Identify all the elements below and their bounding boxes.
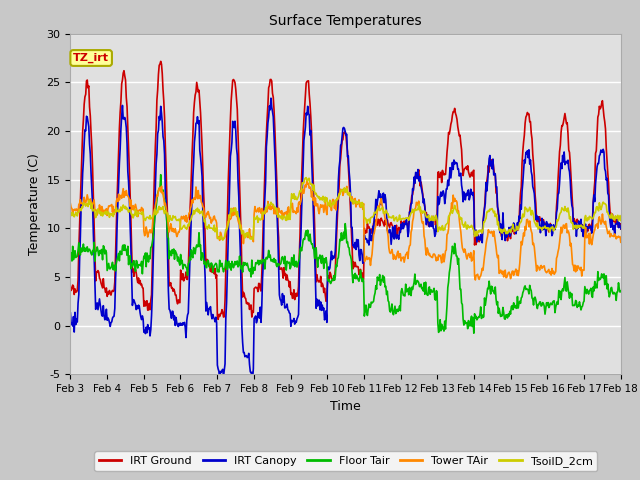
Text: TZ_irt: TZ_irt — [73, 53, 109, 63]
Legend: IRT Ground, IRT Canopy, Floor Tair, Tower TAir, TsoilD_2cm: IRT Ground, IRT Canopy, Floor Tair, Towe… — [94, 451, 597, 471]
Y-axis label: Temperature (C): Temperature (C) — [28, 153, 41, 255]
Title: Surface Temperatures: Surface Temperatures — [269, 14, 422, 28]
X-axis label: Time: Time — [330, 400, 361, 413]
